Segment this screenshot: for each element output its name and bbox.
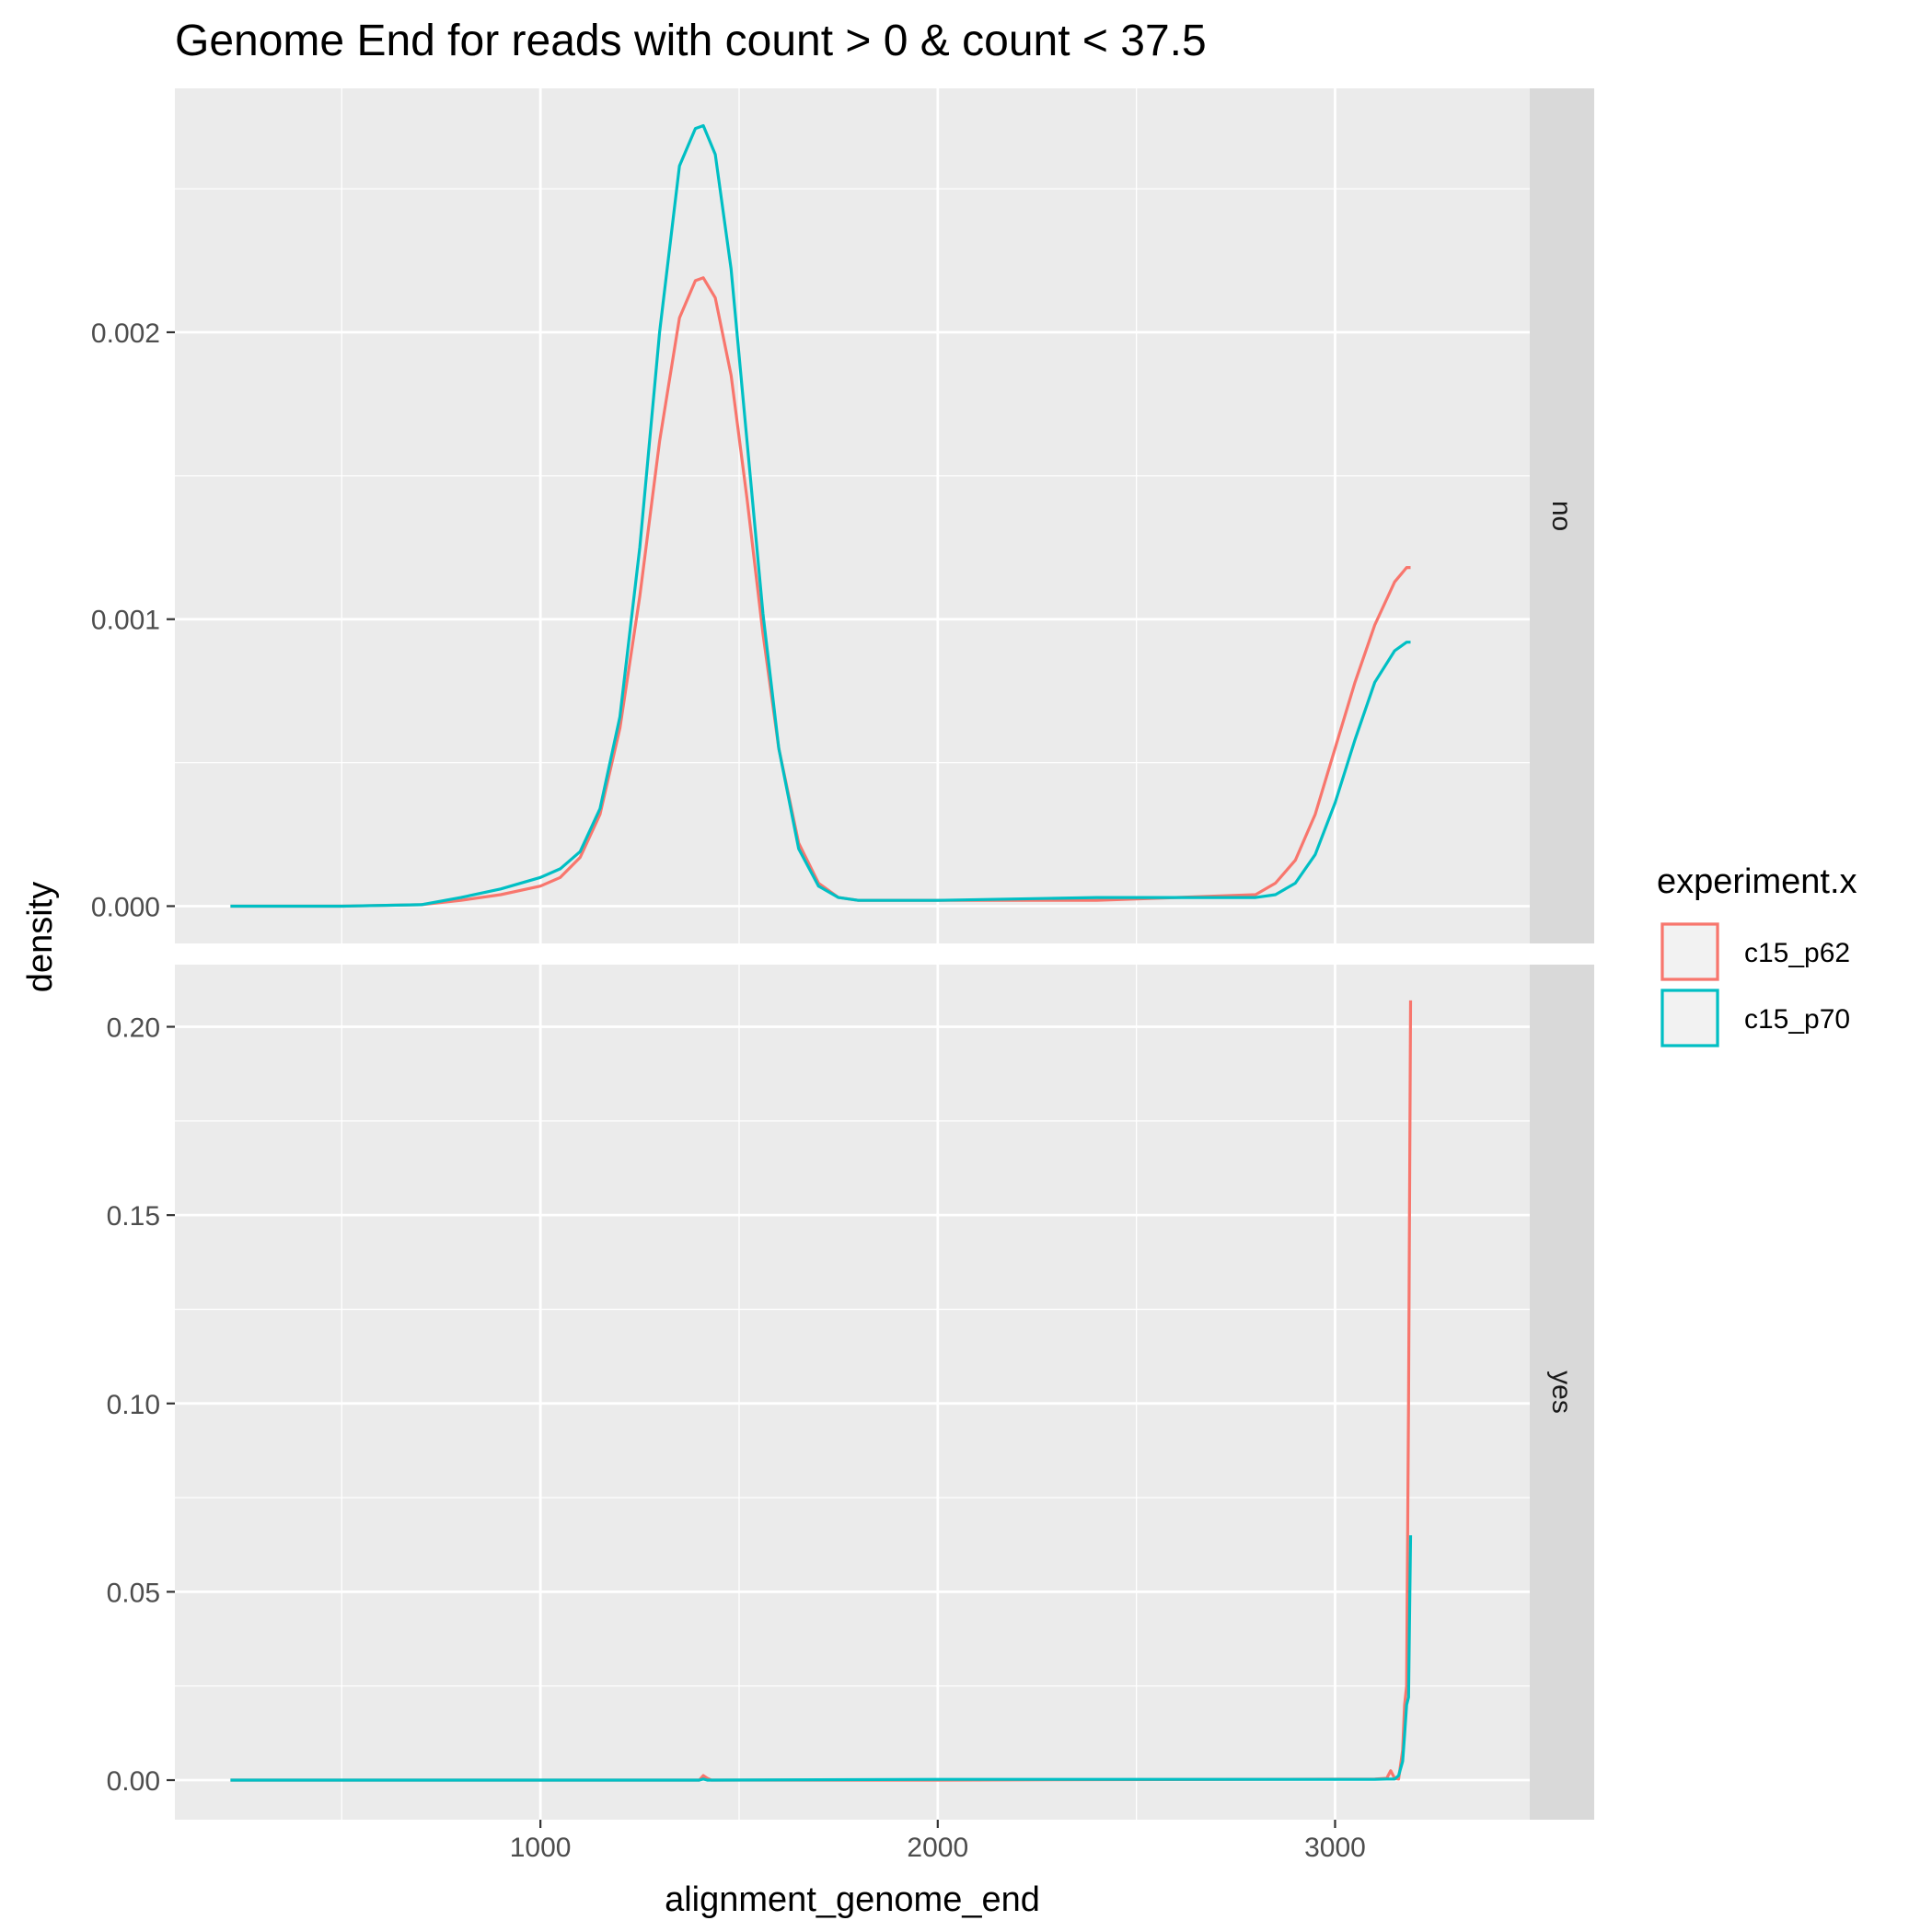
x-tick-label: 2000 xyxy=(907,1833,968,1863)
facet-panel-yes: 0.00 0.05 0.10 0.15 0.20 yes xyxy=(107,965,1594,1820)
y-tick-label: 0.00 xyxy=(107,1766,160,1797)
legend: experiment.x c15_p62 c15_p70 xyxy=(1657,862,1857,1049)
y-axis-title: density xyxy=(21,882,60,992)
legend-label: c15_p70 xyxy=(1744,1004,1850,1035)
legend-entries: c15_p62 c15_p70 xyxy=(1659,920,1850,1049)
y-tick-label: 0.05 xyxy=(107,1578,160,1608)
y-tick-label: 0.001 xyxy=(91,606,160,636)
panel-background xyxy=(175,88,1530,943)
facet-strip-yes xyxy=(1530,965,1594,1820)
facet-strip-label: no xyxy=(1546,501,1577,531)
y-tick-label: 0.10 xyxy=(107,1390,160,1420)
y-tick-label: 0.20 xyxy=(107,1013,160,1044)
legend-label: c15_p62 xyxy=(1744,938,1850,968)
y-tick-label: 0.000 xyxy=(91,892,160,922)
x-axis: 1000 2000 3000 xyxy=(510,1820,1366,1863)
legend-key-c15_p70 xyxy=(1660,989,1719,1047)
legend-key-box xyxy=(1659,987,1721,1049)
panel-background xyxy=(175,965,1530,1820)
series-line-c15_p70 xyxy=(230,123,1411,908)
series-line-c15_p62 xyxy=(230,1000,1413,1782)
x-tick-label: 1000 xyxy=(510,1833,572,1863)
series-line-c15_p62 xyxy=(230,276,1411,908)
series-line-c15_p70 xyxy=(230,1534,1413,1782)
legend-key-c15_p62 xyxy=(1660,922,1719,981)
legend-title: experiment.x xyxy=(1657,862,1857,901)
x-axis-title: alignment_genome_end xyxy=(665,1880,1040,1919)
facet-strip-label: yes xyxy=(1546,1371,1577,1414)
y-tick-label: 0.002 xyxy=(91,318,160,349)
y-tick-label: 0.15 xyxy=(107,1201,160,1232)
facet-panels: 0.000 0.001 0.002 no 0.00 0.05 0.10 0.15 0.20 yes… xyxy=(91,88,1594,1863)
chart-title: Genome End for reads with count > 0 & co… xyxy=(175,17,1207,65)
x-tick-label: 3000 xyxy=(1304,1833,1366,1863)
facet-panel-no: 0.000 0.001 0.002 no xyxy=(91,88,1594,943)
facet-strip-no xyxy=(1530,88,1594,943)
legend-key-box xyxy=(1659,920,1721,983)
